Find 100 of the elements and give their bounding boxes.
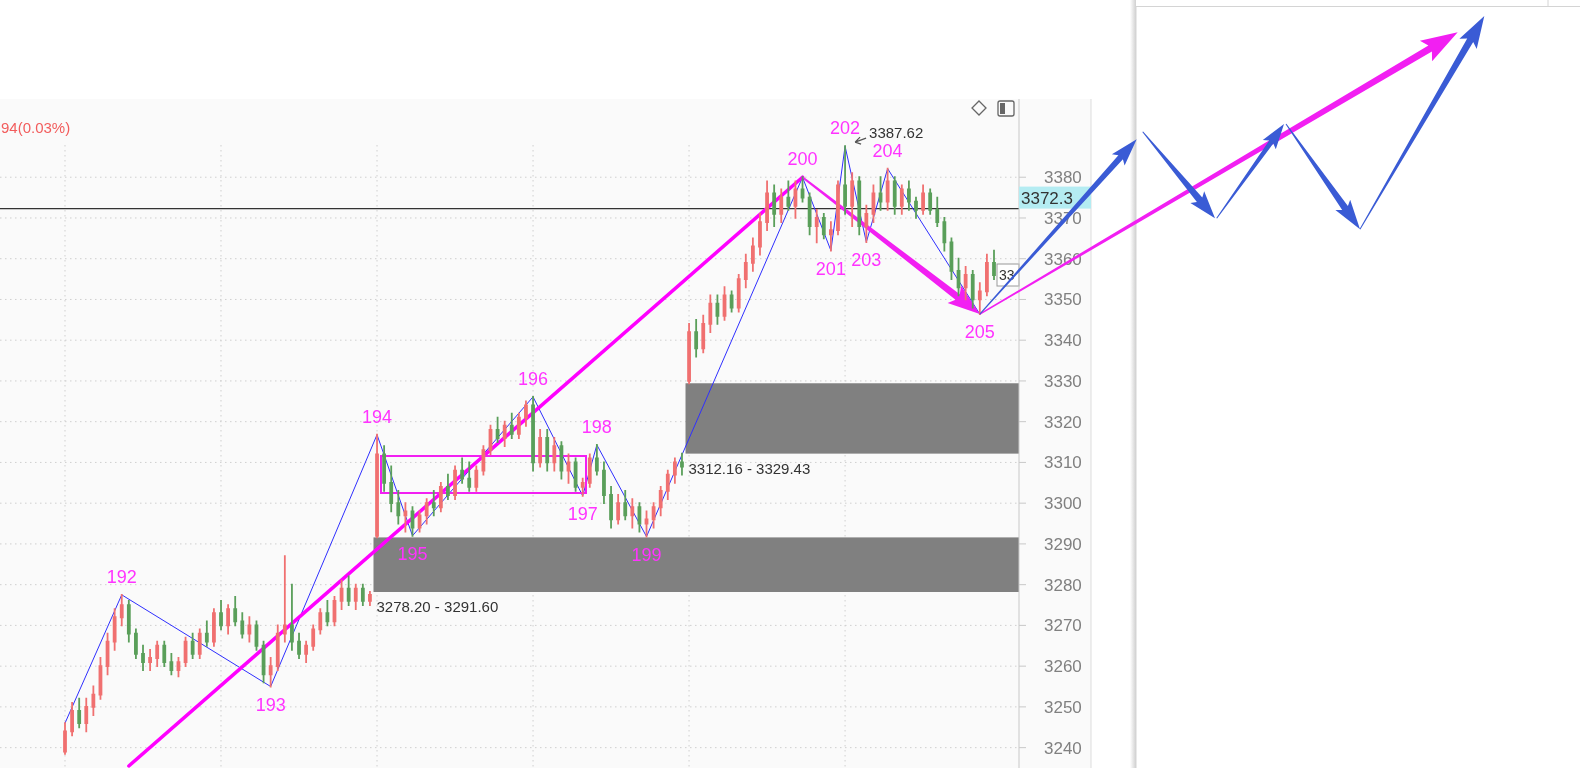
candlestick [226, 604, 231, 635]
candlestick [509, 412, 514, 439]
annotation: 202 [830, 118, 861, 139]
candlestick [736, 274, 741, 313]
candlestick [410, 506, 415, 537]
candlestick [91, 685, 96, 716]
y-tick-label: 3260 [1044, 656, 1082, 676]
candlestick [602, 461, 606, 505]
annotation: 195 [397, 543, 428, 564]
candlestick [843, 145, 847, 215]
annotation: 205 [964, 322, 995, 343]
candlestick [899, 184, 904, 215]
candlestick [311, 624, 316, 651]
candlestick [928, 188, 933, 215]
candlestick [907, 180, 911, 211]
candlestick [552, 437, 557, 472]
candlestick [268, 657, 273, 688]
candlestick [112, 608, 117, 651]
candlestick [758, 213, 762, 256]
candlestick [779, 188, 784, 223]
candlestick [162, 640, 167, 668]
candlestick [119, 593, 124, 627]
candlestick [750, 237, 755, 272]
candlestick [772, 184, 777, 228]
candlestick [892, 176, 897, 215]
candlestick [77, 697, 82, 729]
y-tick-label: 3300 [1044, 493, 1082, 513]
candlestick [353, 583, 358, 610]
candlestick [141, 644, 145, 672]
candlestick [204, 620, 209, 647]
y-tick-label: 3240 [1044, 738, 1082, 758]
annotation: 192 [106, 566, 137, 587]
candlestick [729, 290, 734, 313]
candlestick [665, 469, 670, 500]
annotation: 197 [567, 503, 598, 524]
candlestick [616, 494, 621, 525]
candlestick [587, 453, 592, 488]
candlestick [800, 176, 805, 203]
candlestick [389, 465, 394, 513]
candlestick [992, 249, 996, 280]
candlestick [545, 428, 550, 472]
candlestick [453, 465, 457, 500]
candlestick [765, 180, 769, 232]
annotation: 3387.62 [869, 124, 924, 142]
candlestick [701, 314, 706, 354]
annotation: 200 [787, 149, 818, 170]
y-tick-label: 3250 [1044, 697, 1082, 717]
candlestick [275, 624, 280, 672]
candlestick [382, 445, 387, 492]
candlestick [70, 701, 74, 737]
candlestick [786, 180, 791, 211]
candlestick [566, 453, 571, 484]
annotation: 204 [872, 140, 903, 161]
annotation: 203 [851, 250, 882, 271]
candlestick [942, 217, 947, 252]
candlestick [828, 221, 833, 252]
annotation: 194 [362, 406, 393, 427]
candlestick [680, 452, 684, 476]
candlestick [460, 457, 465, 484]
candlestick [708, 294, 713, 333]
candlestick [836, 180, 840, 236]
candlestick [807, 192, 812, 236]
candlestick [594, 444, 599, 476]
annotation: 196 [518, 368, 549, 389]
y-tick-label: 3320 [1044, 412, 1082, 432]
candlestick [580, 477, 585, 497]
candlestick [84, 697, 89, 733]
candlestick [985, 253, 989, 297]
candlestick [346, 575, 351, 606]
annotation: 201 [815, 258, 846, 279]
candlestick [446, 473, 450, 500]
candlestick [630, 498, 635, 529]
annotation: 198 [581, 416, 612, 437]
candlestick [467, 461, 472, 492]
candlestick [821, 213, 826, 240]
candlestick [403, 502, 408, 533]
y-tick-label: 3310 [1044, 452, 1082, 472]
candlestick [857, 176, 862, 236]
candlestick [531, 395, 535, 472]
candlestick [743, 253, 748, 289]
band-label: 3278.20 - 3291.60 [376, 597, 499, 615]
candlestick [864, 204, 869, 243]
candlestick [885, 167, 890, 211]
candlestick [609, 485, 613, 529]
candlestick [474, 465, 479, 492]
candlestick [360, 583, 365, 606]
candlestick [524, 400, 528, 427]
candlestick [190, 632, 195, 659]
candlestick [297, 632, 301, 659]
annotation: 199 [631, 544, 662, 565]
candlestick [219, 600, 223, 631]
candlestick [495, 416, 500, 443]
candlestick [148, 648, 152, 672]
candlestick [914, 196, 918, 219]
candlestick [282, 555, 287, 643]
candlestick [240, 612, 245, 639]
candlestick [375, 433, 379, 539]
ref-line-label: 3372.3 [1021, 188, 1073, 208]
candlestick [318, 608, 323, 635]
candlestick [63, 722, 67, 755]
